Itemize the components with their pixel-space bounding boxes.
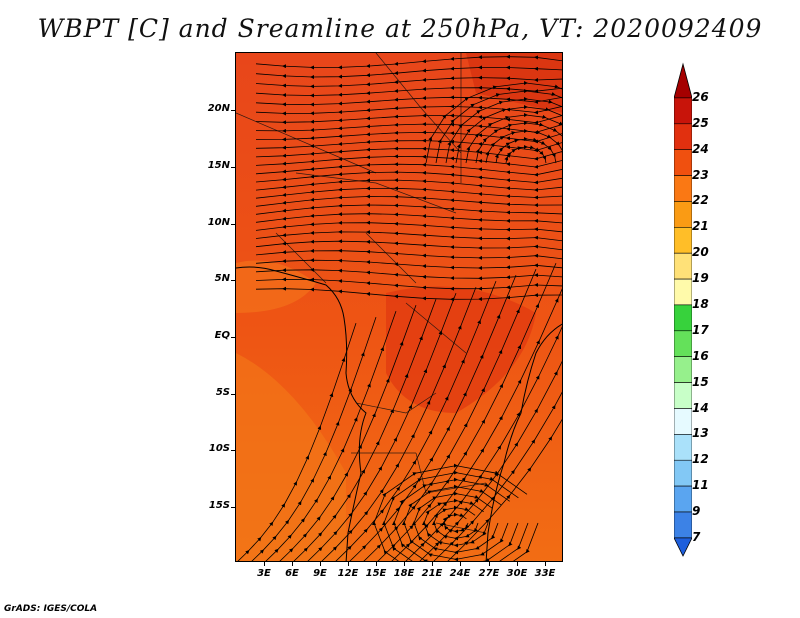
lat-tick-label: 15S — [208, 500, 230, 511]
colorbar-label: 15 — [692, 374, 709, 389]
colorbar-top-arrow — [674, 62, 692, 99]
colorbar-swatch — [674, 356, 692, 383]
colorbar-label: 14 — [692, 400, 709, 415]
lon-tick-label: 18E — [393, 568, 415, 579]
colorbar-swatch — [674, 459, 692, 487]
lon-tick-mark — [545, 562, 546, 566]
lon-tick-label: 9E — [313, 568, 327, 579]
lon-tick-mark — [489, 562, 490, 566]
colorbar-label: 16 — [692, 348, 709, 363]
map-panel — [235, 52, 563, 562]
lon-tick-mark — [460, 562, 461, 566]
lon-tick-mark — [320, 562, 321, 566]
lat-tick-mark — [231, 224, 235, 225]
colorbar-label: 26 — [692, 89, 709, 104]
colorbar-swatch — [674, 201, 692, 228]
lat-tick-mark — [231, 280, 235, 281]
footer-credit: GrADS: IGES/COLA — [4, 604, 98, 614]
colorbar-label: 9 — [692, 504, 701, 518]
colorbar-label: 11 — [692, 478, 709, 493]
lat-tick-label: 10S — [208, 443, 230, 454]
lat-tick-mark — [231, 394, 235, 395]
lon-tick-mark — [404, 562, 405, 566]
colorbar-label: 19 — [692, 271, 709, 286]
colorbar-label: 20 — [692, 245, 709, 260]
streamline — [255, 258, 562, 270]
colorbar-label: 21 — [692, 219, 709, 234]
lat-tick-label: EQ — [214, 330, 230, 341]
lon-tick-label: 6E — [285, 568, 299, 579]
map-canvas — [236, 53, 562, 561]
lat-tick-mark — [231, 110, 235, 111]
lat-tick-label: 5S — [215, 387, 230, 398]
colorbar-swatch — [674, 304, 692, 332]
colorbar-swatch — [674, 123, 692, 150]
colorbar-swatch — [674, 408, 692, 435]
lon-tick-label: 33E — [534, 568, 556, 579]
lat-tick-label: 15N — [207, 160, 230, 171]
colorbar-swatch — [674, 382, 692, 409]
colorbar-swatch — [674, 149, 692, 176]
lon-tick-mark — [348, 562, 349, 566]
colorbar-label: 13 — [692, 426, 709, 441]
colorbar-label: 23 — [692, 167, 709, 182]
streamline — [425, 81, 562, 164]
streamline — [255, 229, 562, 242]
streamlines — [237, 54, 562, 561]
colorbar-label: 12 — [692, 452, 709, 467]
colorbar-swatch — [674, 252, 692, 280]
colorbar-label: 7 — [692, 529, 701, 544]
lon-tick-label: 21E — [421, 568, 443, 579]
colorbar-label: 17 — [692, 322, 709, 337]
lon-tick-mark — [292, 562, 293, 566]
map-title: WBPT [C] and Sreamline at 250hPa, VT: 20… — [37, 14, 763, 43]
lat-tick-mark — [231, 450, 235, 451]
colorbar-label: 22 — [692, 193, 709, 208]
colorbar-swatch — [674, 434, 692, 461]
colorbar-bottom-arrow — [674, 537, 692, 557]
colorbar-swatch — [674, 175, 692, 202]
colorbar-label: 18 — [692, 296, 709, 311]
lon-tick-mark — [376, 562, 377, 566]
lon-tick-label: 27E — [478, 568, 500, 579]
colorbar — [674, 62, 692, 557]
colorbar-swatch — [674, 485, 692, 513]
colorbar-swatch — [674, 278, 692, 306]
lon-tick-label: 15E — [365, 568, 387, 579]
lat-tick-mark — [231, 337, 235, 338]
streamline — [255, 220, 562, 233]
lat-tick-label: 10N — [207, 217, 230, 228]
lat-tick-mark — [231, 167, 235, 168]
colorbar-swatch — [674, 97, 692, 125]
colorbar-swatch — [674, 511, 692, 539]
streamline — [255, 248, 562, 260]
lon-tick-label: 30E — [506, 568, 528, 579]
lon-tick-mark — [264, 562, 265, 566]
colorbar-label: 24 — [692, 141, 709, 156]
lon-tick-mark — [432, 562, 433, 566]
lon-tick-label: 12E — [337, 568, 359, 579]
colorbar-swatch — [674, 330, 692, 357]
colorbar-swatch — [674, 227, 692, 254]
lon-tick-label: 3E — [257, 568, 271, 579]
lon-tick-label: 24E — [449, 568, 471, 579]
lat-tick-label: 5N — [214, 273, 230, 284]
lon-tick-mark — [517, 562, 518, 566]
streamline — [372, 463, 539, 561]
streamline — [255, 239, 562, 251]
lat-tick-mark — [231, 507, 235, 508]
colorbar-label: 25 — [692, 115, 709, 130]
lat-tick-label: 20N — [207, 103, 230, 114]
